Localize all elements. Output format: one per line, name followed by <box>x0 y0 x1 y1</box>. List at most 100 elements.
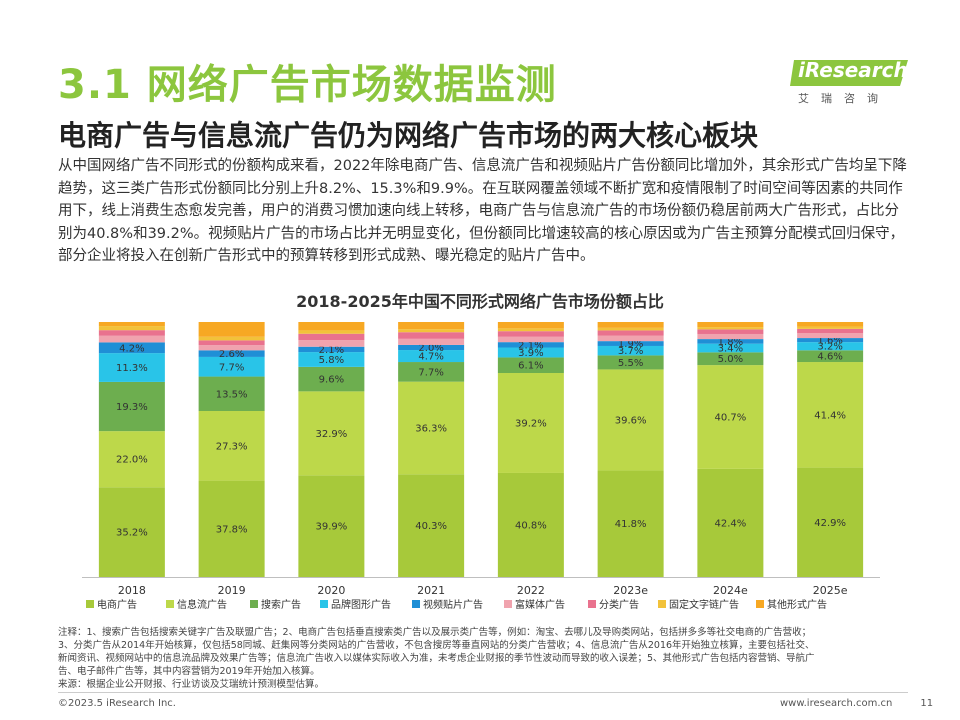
logo-subtext: 艾瑞咨询 <box>798 92 890 105</box>
bar-segment <box>597 355 664 370</box>
intro-paragraph: 从中国网络广告不同形式的份额构成来看，2022年除电商广告、信息流广告和视频贴片… <box>58 158 907 264</box>
bar-segment <box>797 467 864 577</box>
data-label: 37.8% <box>216 524 248 535</box>
bar-segment <box>797 338 864 343</box>
data-label: 5.0% <box>718 354 743 365</box>
footer-divider <box>58 692 908 693</box>
bar-segment <box>298 366 365 392</box>
bar-segment <box>98 487 165 577</box>
data-label: 1.6% <box>817 336 842 347</box>
data-label: 42.9% <box>814 518 846 529</box>
legend-swatch <box>86 600 94 608</box>
bar-segment <box>697 343 764 353</box>
data-label: 27.3% <box>216 441 248 452</box>
bar-segment <box>398 350 465 363</box>
bar-segment <box>98 322 165 327</box>
bar-segment <box>597 470 664 577</box>
legend-label: 固定文字链广告 <box>669 598 739 611</box>
bar-segment <box>198 322 265 337</box>
bar-segment <box>497 336 564 343</box>
x-tick-label: 2018 <box>118 584 146 597</box>
bar-segment <box>597 335 664 342</box>
data-label: 40.8% <box>515 520 547 531</box>
bar-segment <box>298 333 365 341</box>
bar-segment <box>797 350 864 363</box>
note-line: 3、分类广告从2014年开始核算，仅包括58同城、赶集网等分类网站的广告营收，不… <box>58 640 815 651</box>
data-label: 35.2% <box>116 528 148 539</box>
data-label: 2.6% <box>219 349 244 360</box>
x-tick-label: 2022 <box>517 584 545 597</box>
x-tick-label: 2025e <box>813 584 848 597</box>
data-label: 13.5% <box>216 389 248 400</box>
x-tick-label: 2021 <box>417 584 445 597</box>
data-label: 5.8% <box>319 355 344 366</box>
bar-segment <box>797 333 864 339</box>
bar-segment <box>298 475 365 577</box>
bar-segment <box>797 326 864 329</box>
data-label: 39.6% <box>615 415 647 426</box>
section-title: 3.1 网络广告市场数据监测 <box>58 62 557 108</box>
data-label: 36.3% <box>415 423 447 434</box>
legend-label: 信息流广告 <box>177 598 227 611</box>
bar-segment <box>597 322 664 328</box>
bar-segment <box>697 327 764 330</box>
bar-segment <box>697 329 764 334</box>
data-label: 3.7% <box>618 346 643 357</box>
bar-segment <box>597 341 664 346</box>
bar-segment <box>398 344 465 351</box>
bar-segment <box>398 329 465 333</box>
bar-segment <box>298 322 365 331</box>
x-tick-label: 2024e <box>713 584 748 597</box>
bar-segment <box>797 322 864 327</box>
legend-swatch <box>320 600 328 608</box>
legend-swatch <box>504 600 512 608</box>
legend-swatch <box>250 600 258 608</box>
source-line: 来源：根据企业公开财报、行业访谈及艾瑞统计预测模型估算。 <box>58 679 325 690</box>
data-label: 19.3% <box>116 402 148 413</box>
bar-segment <box>797 342 864 351</box>
bar-segment <box>198 336 265 341</box>
data-label: 41.4% <box>814 410 846 421</box>
bar-segment <box>198 480 265 577</box>
bar-segment <box>198 350 265 357</box>
legend-label: 分类广告 <box>599 598 639 611</box>
bar-segment <box>98 335 165 343</box>
bar-segment <box>497 322 564 329</box>
bar-segment <box>198 376 265 411</box>
bar-segment <box>497 342 564 348</box>
chart-notes: 注释：1、搜索广告包括搜索关键字广告及联盟广告；2、电商广告包括垂直搜索类广告以… <box>58 626 908 691</box>
bar-segment <box>597 330 664 336</box>
bar-segment <box>497 331 564 337</box>
legend-label: 电商广告 <box>97 598 137 611</box>
page-subtitle: 电商广告与信息流广告仍为网络广告市场的两大核心板块 <box>58 119 759 152</box>
bar-segment <box>398 362 465 382</box>
note-line: 告、电子邮件广告等，其中内容营销为2019年开始加入核算。 <box>58 666 320 677</box>
data-label: 2.1% <box>518 340 543 351</box>
data-label: 2.1% <box>319 345 344 356</box>
data-label: 2.0% <box>418 343 443 354</box>
bar-segment <box>697 365 764 469</box>
bar-segment <box>198 345 265 351</box>
bar-segment <box>198 340 265 346</box>
bar-segment <box>697 339 764 344</box>
bar-segment <box>98 353 165 382</box>
bar-segment <box>298 352 365 367</box>
bar-segment <box>398 322 465 330</box>
data-label: 41.8% <box>615 519 647 530</box>
footer-website[interactable]: www.iresearch.com.cn <box>780 698 893 709</box>
bar-segment <box>497 373 564 473</box>
legend-swatch <box>166 600 174 608</box>
bar-segment <box>398 332 465 339</box>
iresearch-logo: iResearch 艾瑞咨询 <box>790 42 920 108</box>
legend-label: 品牌图形广告 <box>331 598 391 611</box>
data-label: 1.9% <box>618 339 643 350</box>
bar-segment <box>298 340 365 347</box>
bar-segment <box>597 345 664 356</box>
bar-segment <box>497 328 564 332</box>
bar-segment <box>98 330 165 336</box>
data-label: 3.2% <box>817 342 842 353</box>
x-tick-label: 2019 <box>218 584 246 597</box>
legend-swatch <box>756 600 764 608</box>
legend-swatch <box>658 600 666 608</box>
data-label: 4.2% <box>119 343 144 354</box>
